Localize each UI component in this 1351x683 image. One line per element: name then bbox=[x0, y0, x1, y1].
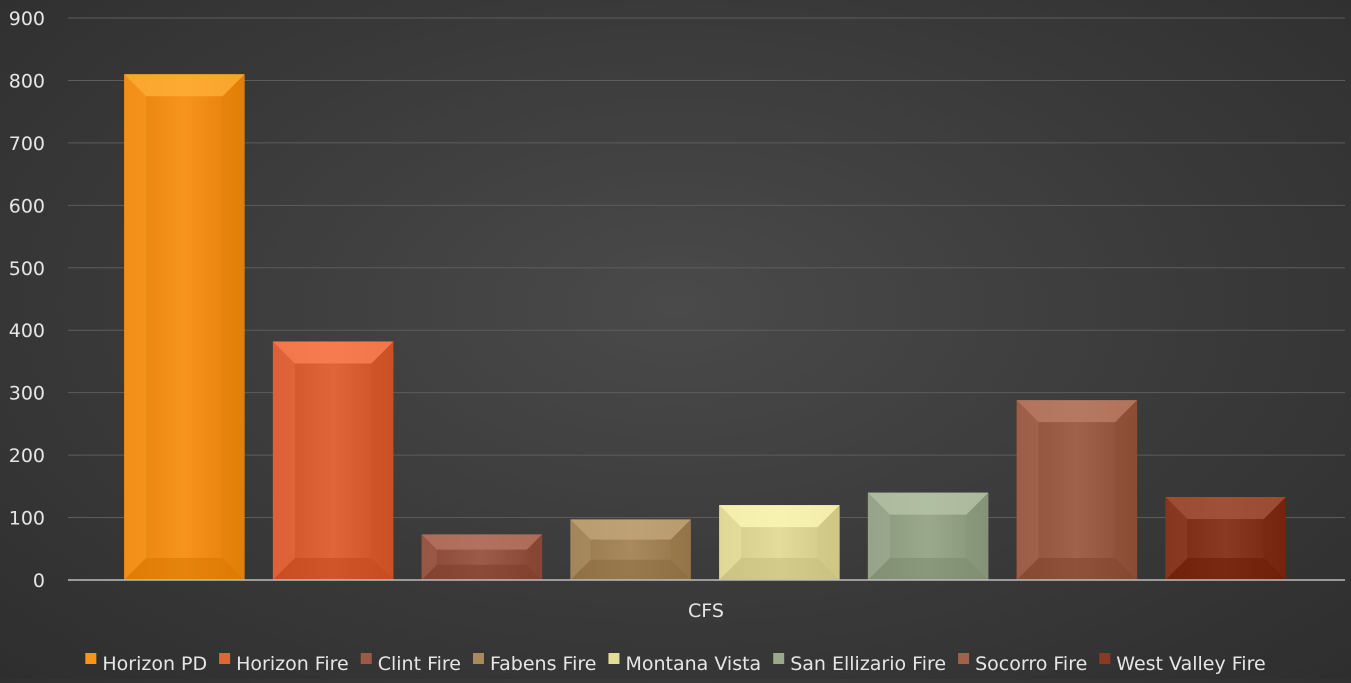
bar-west-valley-fire bbox=[1165, 496, 1286, 580]
legend-label: West Valley Fire bbox=[1116, 653, 1265, 675]
bar bbox=[1016, 400, 1138, 580]
gridlines bbox=[68, 17, 1345, 519]
bar-socorro-fire bbox=[1016, 400, 1138, 580]
bar-bevel-bottom bbox=[272, 558, 394, 580]
bar-bevel-left bbox=[867, 492, 890, 580]
legend-label: Horizon PD bbox=[102, 653, 207, 675]
bar-bevel-top bbox=[124, 74, 245, 97]
legend-swatch bbox=[219, 653, 231, 664]
bar-bevel-right bbox=[670, 519, 691, 580]
y-tick-label: 800 bbox=[9, 70, 45, 92]
bar-fabens-fire bbox=[570, 519, 691, 580]
bar bbox=[124, 74, 245, 580]
bar-bevel-left bbox=[570, 519, 591, 580]
bar-bevel-right bbox=[526, 534, 543, 580]
legend-item: West Valley Fire bbox=[1099, 653, 1266, 675]
y-tick-label: 200 bbox=[9, 445, 45, 467]
bar-bevel-left bbox=[719, 505, 742, 580]
bar-bevel-right bbox=[222, 74, 245, 580]
legend-swatch bbox=[608, 653, 620, 664]
legend-label: Clint Fire bbox=[378, 653, 461, 675]
bar-bevel-bottom bbox=[1016, 558, 1138, 580]
bar-bevel-left bbox=[421, 534, 437, 580]
bars bbox=[124, 74, 1286, 580]
bar-bevel-right bbox=[817, 505, 840, 580]
y-tick-label: 0 bbox=[33, 570, 45, 592]
bar-montana-vista bbox=[719, 505, 840, 580]
bar-horizon-fire bbox=[272, 341, 394, 580]
bar-bevel-bottom bbox=[421, 564, 543, 580]
bar-bevel-top bbox=[421, 534, 543, 550]
bar-bevel-top bbox=[1165, 496, 1286, 519]
y-tick-label: 100 bbox=[9, 508, 45, 530]
bar-bevel-top bbox=[272, 341, 394, 364]
bar-bevel-right bbox=[1115, 400, 1138, 580]
y-tick-label: 700 bbox=[9, 133, 45, 155]
legend-swatch bbox=[958, 653, 970, 664]
y-tick-label: 500 bbox=[9, 258, 45, 280]
bar-san-ellizario-fire bbox=[867, 492, 989, 580]
bar-bevel-left bbox=[124, 74, 147, 580]
bar-bevel-top bbox=[867, 492, 989, 515]
bar-bevel-left bbox=[1165, 496, 1188, 580]
legend-item: Fabens Fire bbox=[472, 653, 596, 675]
bar-bevel-left bbox=[1016, 400, 1039, 580]
bar-bevel-right bbox=[371, 341, 394, 580]
legend-label: Montana Vista bbox=[625, 653, 761, 675]
bar-bevel-right bbox=[1263, 496, 1286, 580]
legend-item: Clint Fire bbox=[360, 653, 461, 675]
bar-horizon-pd bbox=[124, 74, 245, 580]
legend-label: Horizon Fire bbox=[236, 653, 349, 675]
bar-bevel-bottom bbox=[867, 558, 989, 580]
legend-item: Horizon PD bbox=[85, 653, 207, 675]
legend: Horizon PD Horizon Fire Clint Fire Fabens F… bbox=[85, 653, 1266, 675]
bar-clint-fire bbox=[421, 534, 543, 580]
y-tick-label: 400 bbox=[9, 320, 45, 342]
legend-swatch bbox=[85, 653, 97, 664]
legend-swatch bbox=[360, 653, 372, 664]
bar-bevel-bottom bbox=[570, 559, 691, 580]
bar-bevel-bottom bbox=[719, 558, 840, 580]
bar-bevel-bottom bbox=[124, 558, 245, 580]
y-tick-label: 300 bbox=[9, 383, 45, 405]
bar bbox=[272, 341, 394, 580]
legend-item: San Ellizario Fire bbox=[773, 653, 946, 675]
y-tick-label: 900 bbox=[9, 8, 45, 30]
bar-bevel-bottom bbox=[1165, 558, 1286, 580]
x-axis-category-label: CFS bbox=[688, 600, 724, 622]
bar-bevel-left bbox=[272, 341, 295, 580]
legend-swatch bbox=[773, 653, 785, 664]
legend-label: Fabens Fire bbox=[490, 653, 596, 675]
bar-bevel-right bbox=[966, 492, 989, 580]
legend-item: Socorro Fire bbox=[958, 653, 1087, 675]
legend-item: Horizon Fire bbox=[219, 653, 349, 675]
legend-item: Montana Vista bbox=[608, 653, 761, 675]
bar-bevel-top bbox=[1016, 400, 1138, 423]
y-tick-label: 600 bbox=[9, 195, 45, 217]
legend-label: San Ellizario Fire bbox=[790, 653, 946, 675]
bar-bevel-top bbox=[719, 505, 840, 528]
bar-bevel-top bbox=[570, 519, 691, 540]
legend-swatch bbox=[1099, 653, 1111, 664]
legend-label: Socorro Fire bbox=[975, 653, 1087, 675]
legend-swatch bbox=[472, 653, 484, 664]
y-axis-tick-labels: 0 100 200 300 400 500 600 700 800 900 bbox=[9, 8, 45, 592]
